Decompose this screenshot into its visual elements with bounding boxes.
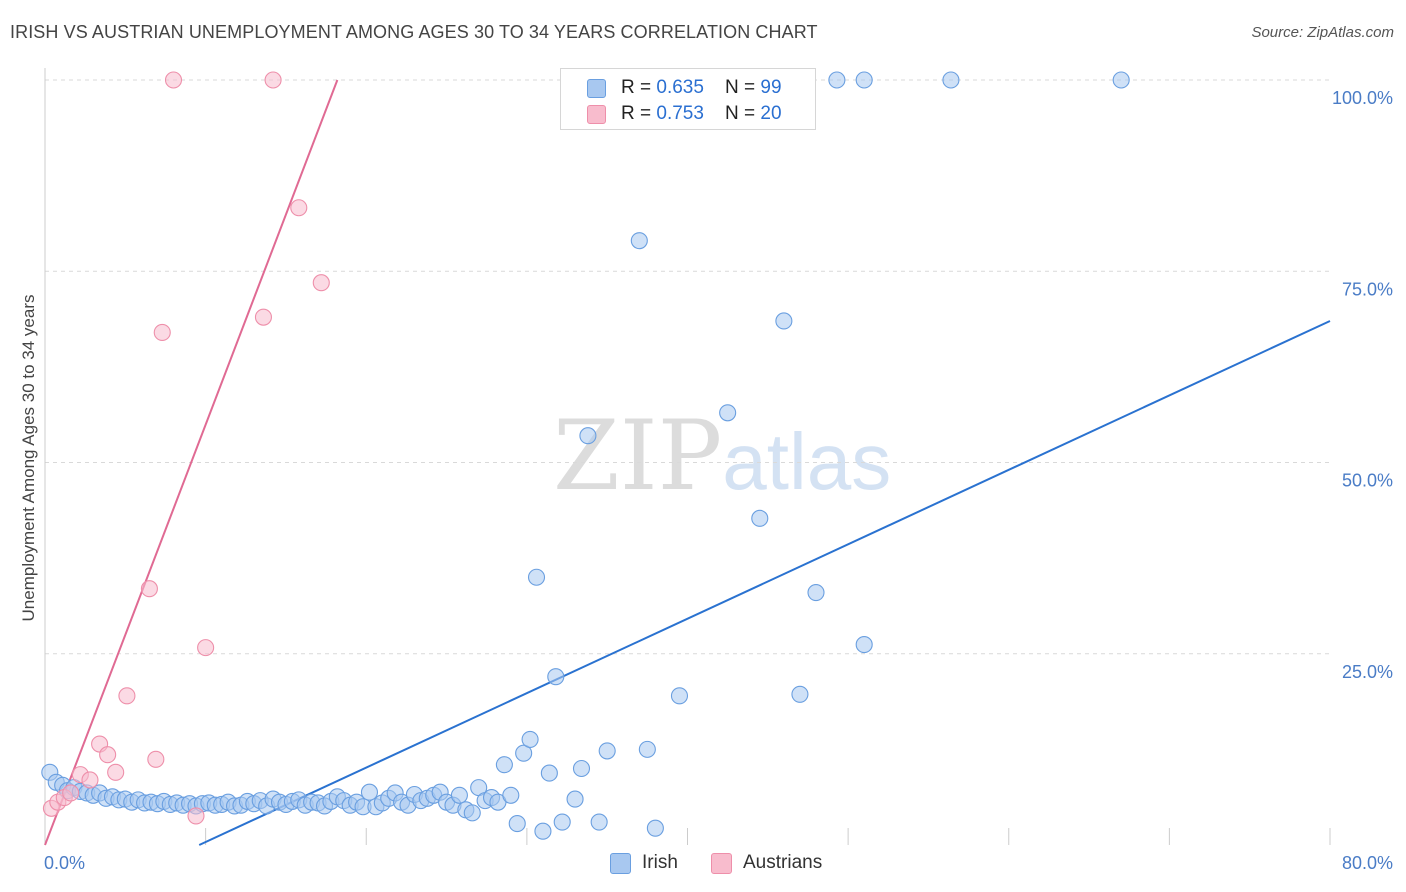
irish-legend-label: Irish bbox=[642, 852, 678, 873]
irish-point bbox=[638, 740, 656, 758]
austrians-n-value: 20 bbox=[760, 103, 782, 124]
x-tick-label-min: 0.0% bbox=[44, 853, 85, 873]
chart-title: IRISH VS AUSTRIAN UNEMPLOYMENT AMONG AGE… bbox=[10, 22, 818, 42]
irish-legend-swatch bbox=[610, 853, 631, 874]
irish-point bbox=[719, 404, 737, 422]
irish-r-label: R = bbox=[621, 77, 657, 98]
tick-labels: 100.0% 75.0% 50.0% 25.0% 0.0% 80.0% bbox=[44, 88, 1393, 873]
irish-n-label: N = bbox=[725, 77, 761, 98]
irish-point bbox=[527, 568, 546, 586]
austrians-r-label: R = bbox=[621, 103, 657, 124]
irish-point bbox=[598, 742, 616, 760]
irish-r-value: 0.635 bbox=[656, 77, 704, 98]
austrian-point bbox=[153, 323, 171, 342]
irish-point bbox=[572, 759, 591, 778]
irish-point bbox=[579, 427, 597, 445]
watermark-atlas: atlas bbox=[722, 417, 892, 506]
austrians-r-value: 0.753 bbox=[656, 103, 704, 124]
irish-point bbox=[534, 822, 552, 840]
y-tick-label: 100.0% bbox=[1332, 88, 1393, 108]
irish-point bbox=[360, 783, 379, 801]
watermark: ZIPatlas bbox=[553, 400, 891, 512]
austrian-point bbox=[312, 274, 330, 292]
irish-point bbox=[670, 687, 689, 705]
austrians-trend-line bbox=[44, 79, 339, 846]
austrian-point bbox=[254, 308, 273, 326]
austrians-n-label: N = bbox=[725, 103, 761, 124]
correlation-legend: R = 0.635 N = 99 R = 0.753 N = 20 bbox=[560, 68, 816, 130]
austrian-point bbox=[118, 687, 136, 705]
trend-lines bbox=[44, 79, 1331, 846]
austrian-point bbox=[187, 807, 205, 825]
y-tick-label: 25.0% bbox=[1342, 662, 1393, 682]
irish-point bbox=[521, 730, 539, 748]
irish-point bbox=[751, 509, 769, 527]
chart-source: Source: ZipAtlas.com bbox=[1251, 24, 1394, 41]
austrian-point bbox=[99, 746, 117, 764]
austrian-point bbox=[147, 750, 165, 768]
irish-point bbox=[646, 819, 664, 837]
irish-point bbox=[828, 71, 846, 89]
irish-point bbox=[630, 232, 648, 250]
data-points bbox=[41, 71, 1130, 840]
austrians-legend-label: Austrians bbox=[743, 852, 823, 873]
irish-point bbox=[515, 744, 533, 762]
austrian-point bbox=[164, 71, 183, 89]
legend-item-irish[interactable]: Irish bbox=[610, 852, 700, 876]
austrian-point bbox=[197, 639, 215, 657]
legend-item-austrians[interactable]: Austrians bbox=[711, 852, 841, 876]
austrian-point bbox=[264, 71, 282, 89]
irish-point bbox=[590, 813, 608, 831]
austrian-point bbox=[81, 771, 99, 789]
austrian-point bbox=[290, 199, 308, 217]
irish-n-value: 99 bbox=[760, 77, 782, 98]
y-tick-label: 50.0% bbox=[1342, 471, 1393, 491]
irish-point bbox=[855, 71, 873, 89]
irish-point bbox=[942, 71, 960, 89]
austrian-point bbox=[107, 763, 125, 781]
irish-point bbox=[540, 764, 558, 782]
irish-point bbox=[553, 813, 571, 831]
x-tick-label-max: 80.0% bbox=[1342, 853, 1393, 873]
irish-point bbox=[1112, 71, 1130, 89]
watermark-zip: ZIP bbox=[553, 400, 723, 512]
y-axis-label: Unemployment Among Ages 30 to 34 years bbox=[19, 295, 38, 622]
irish-swatch bbox=[587, 79, 606, 98]
austrian-point bbox=[62, 784, 80, 802]
austrians-legend-swatch bbox=[711, 853, 732, 874]
irish-point bbox=[855, 636, 873, 654]
irish-point bbox=[566, 790, 584, 808]
irish-point bbox=[791, 685, 809, 703]
irish-point bbox=[450, 786, 468, 804]
gridlines bbox=[45, 79, 1330, 655]
irish-point bbox=[547, 668, 565, 686]
irish-point bbox=[463, 804, 481, 822]
irish-point bbox=[508, 815, 526, 833]
irish-point bbox=[775, 312, 793, 330]
irish-trend-line bbox=[198, 320, 1331, 846]
irish-point bbox=[495, 756, 513, 774]
axes bbox=[44, 68, 1331, 845]
irish-point bbox=[502, 786, 520, 804]
y-tick-label: 75.0% bbox=[1342, 279, 1393, 299]
irish-point bbox=[807, 583, 825, 602]
austrians-swatch bbox=[587, 105, 606, 124]
austrian-point bbox=[140, 580, 158, 598]
